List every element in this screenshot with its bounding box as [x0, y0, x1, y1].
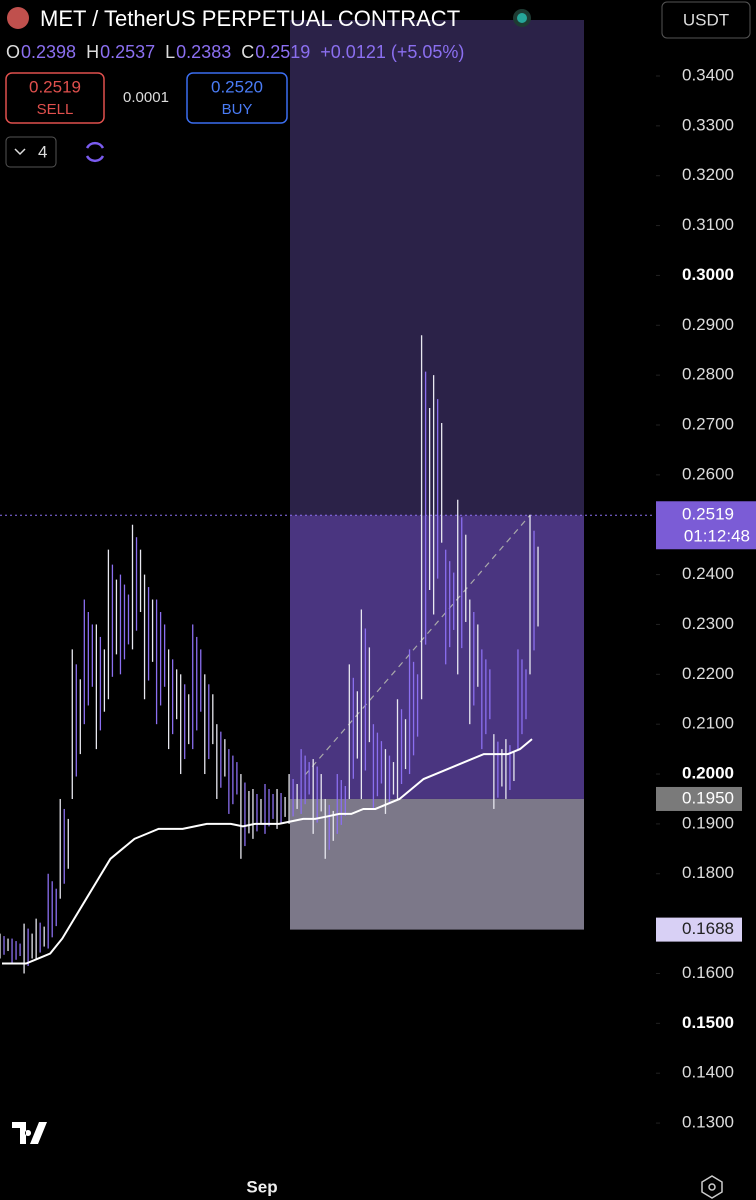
- y-tick-label: 0.1500: [682, 1013, 734, 1032]
- ohlc-key: O: [6, 42, 20, 62]
- y-tick-label: 0.2000: [682, 764, 734, 783]
- last-price-tag: [656, 501, 756, 550]
- sync-icon[interactable]: [85, 141, 105, 163]
- y-tick-label: 0.1300: [682, 1113, 734, 1132]
- moving-average: [2, 738, 533, 965]
- sell-label[interactable]: SELL: [37, 101, 74, 118]
- ohlc-value: 0.2519: [255, 42, 310, 62]
- y-tick-label: 0.2700: [682, 414, 734, 433]
- y-tick-label: 0.3000: [682, 265, 734, 284]
- sell-button[interactable]: [5, 72, 105, 124]
- stop-price: 0.1688: [682, 919, 734, 938]
- buy-button[interactable]: [186, 72, 288, 124]
- y-tick-label: 0.2900: [682, 315, 734, 334]
- plot: [0, 20, 655, 974]
- y-tick-label: 0.2100: [682, 714, 734, 733]
- y-tick-label: 0.2400: [682, 564, 734, 583]
- y-tick-label: 0.3100: [682, 215, 734, 234]
- ohlc-value: 0.2537: [100, 42, 155, 62]
- y-tick-label: 0.2200: [682, 664, 734, 683]
- y-tick-label: 0.2300: [682, 614, 734, 633]
- currency[interactable]: USDT: [683, 10, 729, 29]
- symbol-title: MET / TetherUS PERPETUAL CONTRACT: [40, 6, 460, 31]
- countdown: 01:12:48: [684, 527, 750, 546]
- chevron-icon: [14, 148, 26, 156]
- x-axis-label: Sep: [246, 1177, 277, 1196]
- ohlc-key: H: [86, 42, 99, 62]
- sell-price[interactable]: 0.2519: [29, 77, 81, 96]
- y-tick-label: 0.1600: [682, 963, 734, 982]
- ohlc-row: O 0.2398 H 0.2537 L 0.2383 C 0.2519 +0.0121 (+5.…: [6, 42, 464, 62]
- ohlc-key: C: [241, 42, 254, 62]
- stop-tag: [656, 917, 742, 942]
- target-zone: [290, 20, 584, 516]
- y-tick-label: 0.1400: [682, 1063, 734, 1082]
- y-tick-label: 0.2800: [682, 365, 734, 384]
- entry-tag: [656, 786, 742, 811]
- y-tick-label: 0.1900: [682, 813, 734, 832]
- ohlc-key: L: [165, 42, 175, 62]
- currency-button[interactable]: [661, 1, 751, 39]
- last-price: 0.2519: [682, 505, 734, 524]
- y-tick-label: 0.2600: [682, 464, 734, 483]
- buy-price[interactable]: 0.2520: [211, 77, 263, 96]
- y-tick-label: 0.1800: [682, 863, 734, 882]
- stop-zone: [290, 798, 584, 930]
- indicator-count[interactable]: 4: [38, 142, 47, 161]
- entry-price: 0.1950: [682, 788, 734, 807]
- y-tick-label: 0.3400: [682, 65, 734, 84]
- indicators-toggle[interactable]: [5, 136, 57, 168]
- symbol-logo: [7, 7, 29, 29]
- trend-dash: [304, 514, 531, 776]
- ohlc-value: 0.2383: [176, 42, 231, 62]
- settings-icon-center: [708, 1183, 716, 1191]
- ohlc-value: 0.2398: [21, 42, 76, 62]
- buy-label[interactable]: BUY: [222, 101, 253, 118]
- settings-icon[interactable]: [701, 1175, 723, 1199]
- tradingview-logo: [12, 1122, 47, 1144]
- profit-zone: [290, 515, 584, 799]
- spread: 0.0001: [123, 89, 169, 106]
- price-change: +0.0121 (+5.05%): [320, 42, 464, 62]
- y-tick-label: 0.3200: [682, 165, 734, 184]
- y-tick-label: 0.3300: [682, 115, 734, 134]
- status-dot: [517, 13, 527, 23]
